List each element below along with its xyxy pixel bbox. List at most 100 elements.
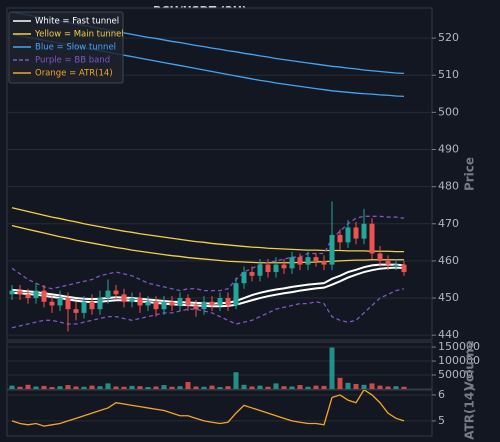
volume-bar <box>145 387 151 389</box>
panel <box>6 389 433 437</box>
y-tick-label: 100000 <box>438 354 480 367</box>
candle-body <box>33 290 39 299</box>
volume-bar <box>305 386 311 389</box>
volume-bar <box>369 383 375 389</box>
volume-bar <box>337 377 343 389</box>
candle-body <box>273 264 279 273</box>
candle-body <box>249 272 255 276</box>
candle-body <box>257 264 263 276</box>
volume-bar <box>177 386 183 389</box>
volume-bar <box>321 385 327 389</box>
candle-body <box>217 298 223 306</box>
volume-bar <box>201 386 207 389</box>
candle-body <box>193 305 199 310</box>
volume-bar <box>137 386 143 389</box>
candle-body <box>241 272 247 284</box>
candle-body <box>337 234 343 243</box>
candle-body <box>329 234 335 265</box>
candle-body <box>265 264 271 273</box>
volume-bar <box>281 386 287 389</box>
volume-bar <box>49 387 55 389</box>
volume-bar <box>385 386 391 389</box>
y-tick-label: 480 <box>438 180 459 193</box>
volume-bar <box>129 385 135 389</box>
candle-body <box>305 257 311 265</box>
volume-bar <box>185 382 191 389</box>
candle-body <box>81 301 87 313</box>
y-tick-label: 520 <box>438 31 459 44</box>
candle-body <box>145 301 151 306</box>
volume-bar <box>161 385 167 389</box>
tunnel-line <box>11 288 405 329</box>
y-tick-label: 500 <box>438 105 459 118</box>
volume-bar <box>9 385 15 389</box>
volume-bar <box>265 386 271 389</box>
volume-bar <box>41 385 47 389</box>
candle-body <box>201 301 207 310</box>
volume-bar <box>289 386 295 389</box>
y-tick-label: 50000 <box>438 368 473 381</box>
candle-body <box>369 223 375 254</box>
volume-bar <box>17 386 23 389</box>
candle-body <box>41 290 47 302</box>
tunnel-line <box>11 263 405 305</box>
y-tick-label: 490 <box>438 142 459 155</box>
volume-bar <box>81 386 87 389</box>
volume-bar <box>377 385 383 389</box>
candle-body <box>73 309 79 313</box>
candle-body <box>113 290 119 295</box>
volume-bar <box>113 386 119 389</box>
volume-bar <box>257 385 263 389</box>
candle-body <box>377 253 383 261</box>
candle-body <box>153 301 159 310</box>
volume-bar <box>73 386 79 389</box>
candle-body <box>225 298 231 306</box>
panel <box>6 341 433 390</box>
volume-bar <box>353 383 359 389</box>
candle-body <box>121 294 127 302</box>
candle-body <box>353 227 359 239</box>
volume-bar <box>25 384 31 389</box>
volume-bar <box>273 383 279 389</box>
volume-bar <box>401 386 407 389</box>
volume-bar <box>225 386 231 389</box>
candle-body <box>161 301 167 310</box>
candle-body <box>385 260 391 265</box>
tunnel-line <box>11 266 405 308</box>
y-tick-label: 150000 <box>438 340 480 353</box>
volume-bar <box>313 385 319 389</box>
volume-bar <box>361 384 367 389</box>
y-tick-label: 6 <box>438 388 445 401</box>
volume-bar <box>345 382 351 389</box>
candle-body <box>401 264 407 273</box>
y-axis-label: Volume <box>463 340 477 390</box>
tunnel-line <box>11 224 404 264</box>
volume-bar <box>105 383 111 389</box>
volume-bar <box>33 386 39 389</box>
candle-body <box>65 298 71 310</box>
volume-bar <box>57 386 63 389</box>
legend-label: Orange = ATR(14) <box>35 69 113 79</box>
candle-body <box>89 301 95 310</box>
volume-bar <box>217 387 223 389</box>
candle-body <box>321 260 327 265</box>
y-tick-label: 510 <box>438 68 459 81</box>
candle-body <box>361 223 367 239</box>
volume-bar <box>97 386 103 389</box>
candle-body <box>393 264 399 266</box>
legend-label: Blue = Slow tunnel <box>35 43 116 53</box>
candle-body <box>345 227 351 243</box>
legend-label: Purple = BB band <box>35 56 110 66</box>
y-tick-label: 5 <box>438 414 445 427</box>
candle-body <box>233 283 239 306</box>
volume-bar <box>193 386 199 389</box>
volume-bar <box>233 372 239 389</box>
candle-body <box>281 264 287 269</box>
plot-area <box>11 390 405 427</box>
volume-bar <box>297 385 303 389</box>
y-tick-label: 450 <box>438 291 459 304</box>
candle-body <box>57 298 63 306</box>
plot-area <box>9 347 407 389</box>
candle-body <box>185 298 191 306</box>
